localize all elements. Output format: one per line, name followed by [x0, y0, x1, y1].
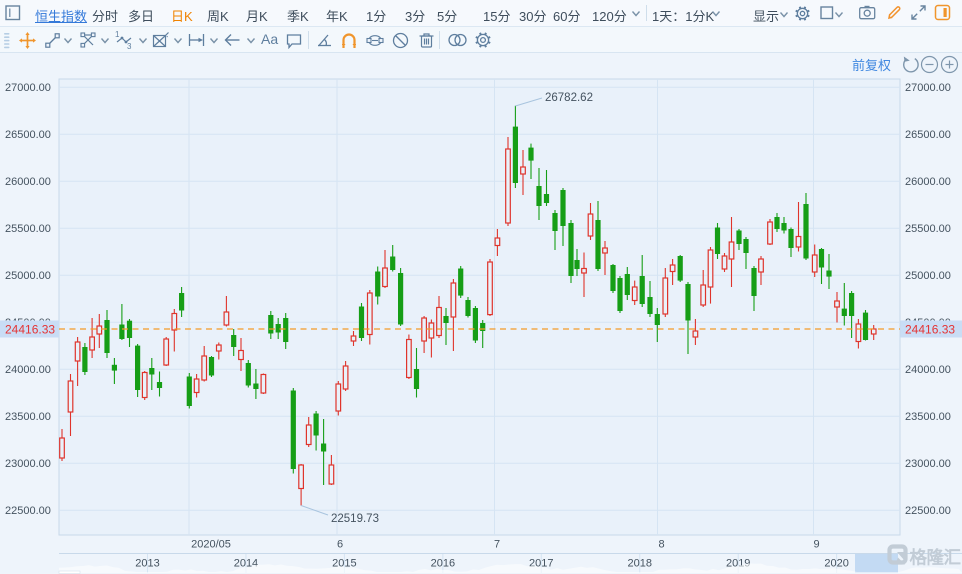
svg-text:23500.00: 23500.00 — [905, 411, 951, 423]
svg-text:22519.73: 22519.73 — [331, 513, 379, 525]
svg-text:27000.00: 27000.00 — [905, 82, 951, 94]
svg-text:26782.62: 26782.62 — [545, 92, 593, 104]
svg-text:前复权: 前复权 — [852, 58, 891, 73]
svg-text:6: 6 — [337, 539, 343, 551]
svg-text:26500.00: 26500.00 — [905, 129, 951, 141]
svg-text:25000.00: 25000.00 — [905, 270, 951, 282]
svg-text:23000.00: 23000.00 — [5, 458, 51, 470]
svg-text:9: 9 — [813, 539, 819, 551]
svg-text:24000.00: 24000.00 — [5, 364, 51, 376]
svg-text:25500.00: 25500.00 — [5, 223, 51, 235]
svg-text:24416.33: 24416.33 — [5, 323, 55, 337]
svg-text:7: 7 — [494, 539, 500, 551]
svg-text:23000.00: 23000.00 — [905, 458, 951, 470]
svg-text:27000.00: 27000.00 — [5, 82, 51, 94]
svg-text:2020: 2020 — [824, 558, 848, 570]
svg-text:22500.00: 22500.00 — [905, 505, 951, 517]
svg-text:1: 1 — [115, 30, 120, 39]
svg-text:23500.00: 23500.00 — [5, 411, 51, 423]
svg-text:22500.00: 22500.00 — [5, 505, 51, 517]
svg-text:格隆汇: 格隆汇 — [910, 548, 962, 568]
svg-text:2018: 2018 — [628, 558, 652, 570]
svg-text:3: 3 — [127, 42, 132, 49]
svg-text:24416.33: 24416.33 — [905, 323, 955, 337]
svg-text:24000.00: 24000.00 — [905, 364, 951, 376]
svg-text:2020/05: 2020/05 — [191, 539, 231, 551]
svg-text:26000.00: 26000.00 — [5, 176, 51, 188]
svg-text:2016: 2016 — [431, 558, 455, 570]
svg-text:8: 8 — [658, 539, 664, 551]
svg-text:26500.00: 26500.00 — [5, 129, 51, 141]
svg-text:2013: 2013 — [135, 558, 159, 570]
svg-text:25500.00: 25500.00 — [905, 223, 951, 235]
svg-text:25000.00: 25000.00 — [5, 270, 51, 282]
svg-text:26000.00: 26000.00 — [905, 176, 951, 188]
